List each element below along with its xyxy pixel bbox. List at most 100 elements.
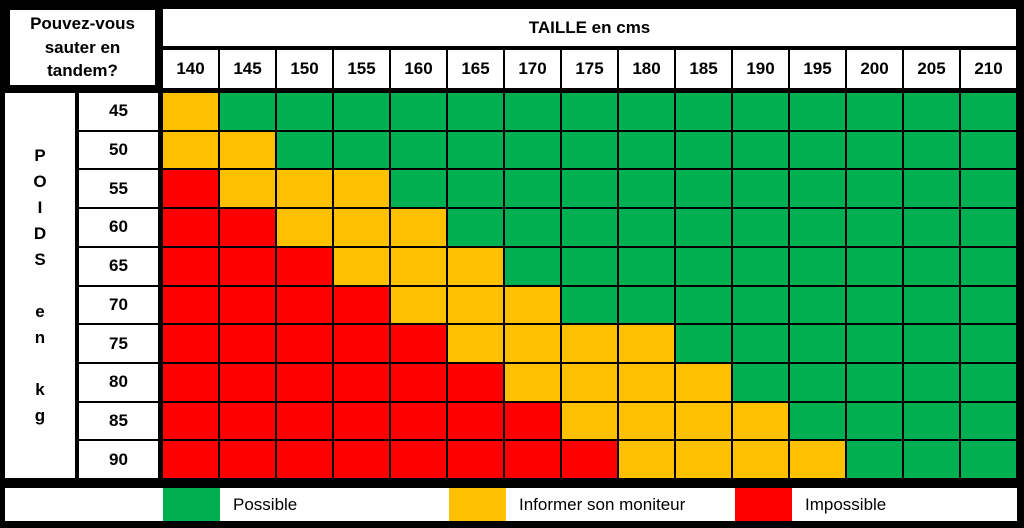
matrix-cell (847, 131, 902, 169)
matrix-cell (961, 93, 1016, 130)
matrix-cell (904, 441, 959, 478)
matrix-cell (391, 441, 446, 478)
matrix-cell (448, 131, 503, 169)
matrix-cell (790, 247, 845, 285)
matrix-cell (334, 170, 389, 208)
matrix-cell (733, 170, 788, 208)
matrix-cell (790, 93, 845, 130)
matrix-cell (790, 170, 845, 208)
matrix-cell (790, 325, 845, 362)
matrix-cell (391, 170, 446, 208)
matrix-cell (505, 247, 560, 285)
matrix-cell (961, 441, 1016, 478)
matrix-cell (562, 93, 617, 130)
height-column-header: 145 (220, 50, 275, 88)
matrix-cell (220, 209, 275, 246)
matrix-cell (562, 247, 617, 285)
matrix-cell (904, 170, 959, 208)
height-column-header: 185 (676, 50, 731, 88)
weight-row-header: 45 (79, 93, 158, 130)
matrix-cell (505, 325, 560, 362)
matrix-cell (790, 363, 845, 401)
height-column-header: 190 (733, 50, 788, 88)
height-column-header: 195 (790, 50, 845, 88)
weight-axis-letter: S (34, 249, 46, 269)
height-column-header: 165 (448, 50, 503, 88)
matrix-cell (391, 402, 446, 440)
matrix-cell (904, 209, 959, 246)
matrix-cell (334, 402, 389, 440)
height-column-header: 200 (847, 50, 902, 88)
matrix-cell (676, 209, 731, 246)
matrix-cell (277, 209, 332, 246)
matrix-cell (562, 286, 617, 324)
matrix-cell (619, 363, 674, 401)
matrix-cell (676, 402, 731, 440)
question-line: tandem? (47, 61, 118, 81)
matrix-cell (619, 247, 674, 285)
matrix-cell (505, 93, 560, 130)
legend: Possible Informer son moniteur Impossible (5, 488, 1017, 521)
matrix-cell (562, 170, 617, 208)
matrix-cell (277, 402, 332, 440)
height-column-header: 175 (562, 50, 617, 88)
matrix-cell (163, 286, 218, 324)
matrix-cell (163, 131, 218, 169)
matrix-cell (505, 170, 560, 208)
matrix-cell (847, 209, 902, 246)
matrix-cell (904, 93, 959, 130)
matrix-cell (505, 209, 560, 246)
matrix-cell (220, 170, 275, 208)
matrix-cell (505, 363, 560, 401)
height-column-header: 140 (163, 50, 218, 88)
matrix-cell (220, 131, 275, 169)
matrix-cell (220, 363, 275, 401)
matrix-cell (961, 363, 1016, 401)
weight-axis-letter: O (33, 171, 47, 191)
legend-swatch-R (735, 488, 792, 521)
matrix-cell (676, 93, 731, 130)
matrix-cell (733, 247, 788, 285)
matrix-cell (904, 131, 959, 169)
matrix-cell (334, 286, 389, 324)
matrix-cell (619, 325, 674, 362)
height-column-header: 180 (619, 50, 674, 88)
matrix-cell (847, 441, 902, 478)
matrix-cell (619, 170, 674, 208)
matrix-cell (676, 325, 731, 362)
matrix-cell (391, 247, 446, 285)
matrix-cell (448, 170, 503, 208)
matrix-cell (334, 93, 389, 130)
matrix-cell (790, 402, 845, 440)
matrix-cell (961, 131, 1016, 169)
matrix-cell (448, 93, 503, 130)
matrix-cell (961, 209, 1016, 246)
height-column-header: 155 (334, 50, 389, 88)
weight-axis-letter: P (34, 145, 46, 165)
matrix-cell (847, 286, 902, 324)
matrix-cell (277, 363, 332, 401)
weight-axis-letter: k (35, 379, 45, 399)
height-axis-title: TAILLE en cms (163, 9, 1016, 46)
weight-row-header: 60 (79, 209, 158, 246)
weight-row-header: 55 (79, 170, 158, 208)
matrix-cell (391, 286, 446, 324)
height-column-header: 150 (277, 50, 332, 88)
matrix-cell (448, 441, 503, 478)
matrix-cell (904, 286, 959, 324)
matrix-cell (220, 93, 275, 130)
matrix-cell (619, 131, 674, 169)
matrix-cell (334, 209, 389, 246)
matrix-cell (448, 402, 503, 440)
matrix-cell (391, 363, 446, 401)
matrix-cell (961, 402, 1016, 440)
weight-rows: 45 50 55 60 65 70 75 80 85 90 (77, 93, 158, 478)
height-column-header: 160 (391, 50, 446, 88)
matrix-cell (847, 170, 902, 208)
matrix-cell (733, 402, 788, 440)
matrix-cell (334, 131, 389, 169)
matrix-cell (220, 247, 275, 285)
matrix-cell (619, 441, 674, 478)
matrix-cell (163, 209, 218, 246)
